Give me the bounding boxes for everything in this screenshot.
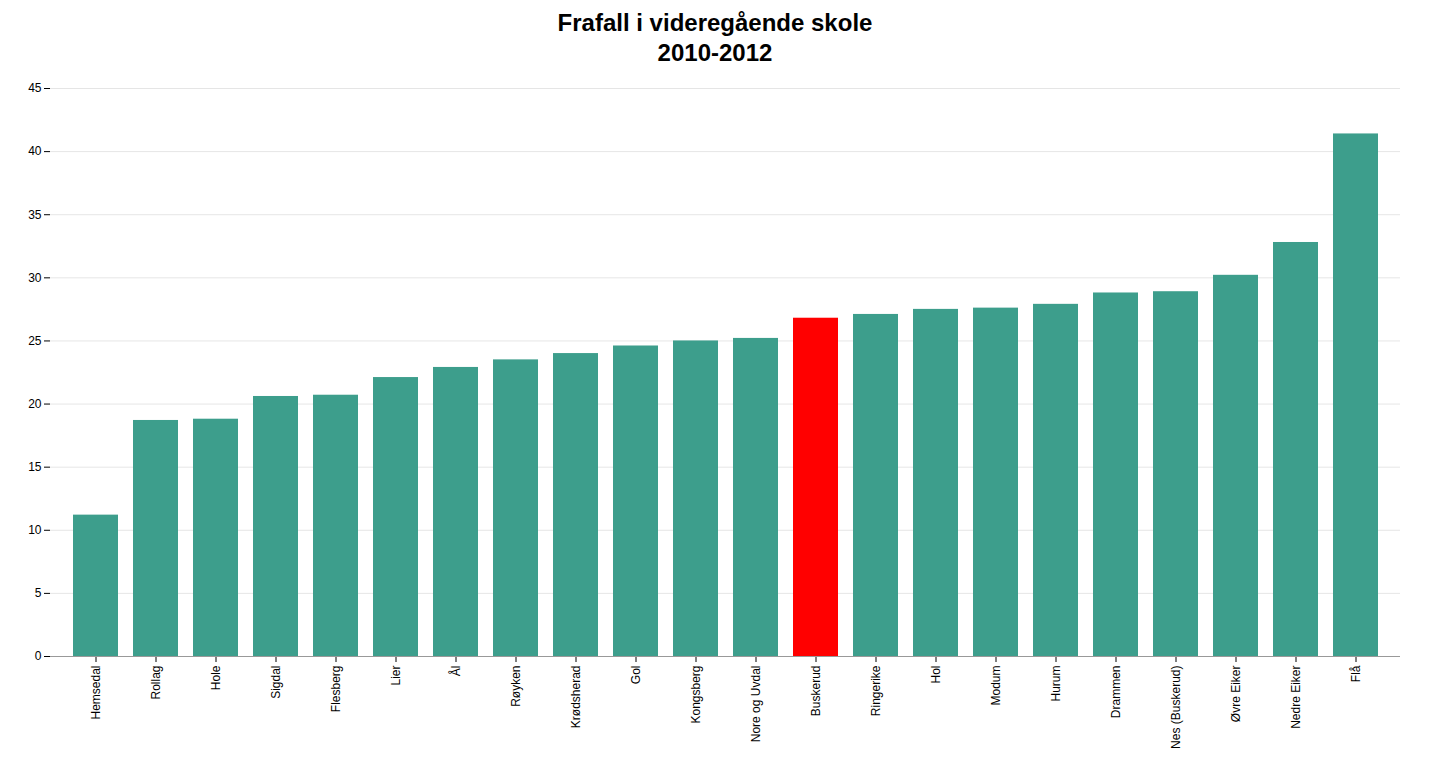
svg-text:45: 45 xyxy=(28,81,42,95)
svg-text:Gol: Gol xyxy=(629,666,643,685)
svg-text:Sigdal: Sigdal xyxy=(269,666,283,699)
svg-text:Modum: Modum xyxy=(989,665,1003,705)
svg-text:Hurum: Hurum xyxy=(1049,666,1063,702)
svg-text:Flesberg: Flesberg xyxy=(329,666,343,713)
svg-text:Ringerike: Ringerike xyxy=(869,665,883,716)
svg-text:Røyken: Røyken xyxy=(509,666,523,707)
svg-text:Nore og Uvdal: Nore og Uvdal xyxy=(749,666,763,743)
svg-text:35: 35 xyxy=(28,208,42,222)
svg-text:Hemsedal: Hemsedal xyxy=(89,666,103,720)
html-text:Frafall i videregående skole: Frafall i videregående skole xyxy=(557,9,873,36)
svg-text:Kongsberg: Kongsberg xyxy=(689,666,703,724)
svg-text:Hole: Hole xyxy=(209,665,223,690)
svg-text:Øvre Eiker: Øvre Eiker xyxy=(1229,666,1243,723)
svg-text:Krødsherad: Krødsherad xyxy=(569,666,583,729)
html-text:2010-2012: 2010-2012 xyxy=(657,39,773,66)
svg-text:40: 40 xyxy=(28,144,42,158)
svg-text:Ål: Ål xyxy=(448,666,463,677)
svg-text:30: 30 xyxy=(28,271,42,285)
svg-text:Buskerud: Buskerud xyxy=(809,666,823,717)
svg-text:Drammen: Drammen xyxy=(1109,666,1123,719)
svg-text:5: 5 xyxy=(35,586,42,600)
svg-text:Hol: Hol xyxy=(929,666,943,684)
svg-text:25: 25 xyxy=(28,334,42,348)
svg-text:15: 15 xyxy=(28,460,42,474)
svg-text:Rollag: Rollag xyxy=(149,666,163,700)
svg-text:Lier: Lier xyxy=(389,666,403,686)
svg-text:0: 0 xyxy=(35,649,42,663)
svg-text:Nes (Buskerud): Nes (Buskerud) xyxy=(1169,666,1183,749)
svg-text:20: 20 xyxy=(28,397,42,411)
svg-text:Flå: Flå xyxy=(1349,665,1363,682)
svg-text:Nedre Eiker: Nedre Eiker xyxy=(1289,665,1303,728)
svg-text:10: 10 xyxy=(28,523,42,537)
